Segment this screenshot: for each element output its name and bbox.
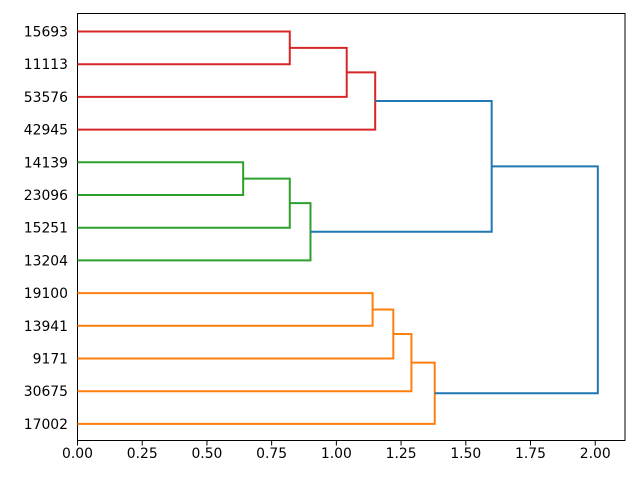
cluster-link — [77, 177, 291, 229]
leaf-label: 42945 — [24, 123, 68, 139]
cluster-link — [77, 46, 348, 98]
cluster-link — [77, 71, 377, 131]
leaf-label: 53576 — [24, 90, 68, 106]
leaf-label: 14139 — [24, 155, 68, 171]
x-tick-label: 1.75 — [515, 446, 546, 462]
cluster-link — [77, 292, 374, 327]
cluster-link — [77, 308, 395, 360]
cluster-link — [434, 165, 599, 395]
leaf-label: 11113 — [24, 57, 68, 73]
leaf-label: 23096 — [24, 188, 68, 204]
cluster-link — [77, 202, 312, 262]
leaf-label: 9171 — [33, 352, 68, 368]
cluster-link — [77, 161, 245, 196]
leaf-label: 17002 — [24, 417, 68, 433]
leaf-label: 15693 — [24, 25, 68, 41]
x-tick-label: 1.25 — [386, 446, 417, 462]
x-tick-label: 0.00 — [62, 446, 93, 462]
cluster-link — [310, 99, 493, 233]
leaf-label: 13941 — [24, 319, 68, 335]
cluster-link — [77, 332, 413, 393]
leaf-label: 30675 — [24, 384, 68, 400]
x-tick-label: 1.50 — [450, 446, 481, 462]
x-tick-label: 0.75 — [256, 446, 287, 462]
cluster-link — [77, 30, 291, 66]
leaf-label: 13204 — [24, 253, 68, 269]
x-tick-label: 0.50 — [191, 446, 222, 462]
leaf-label: 15251 — [24, 221, 68, 237]
leaf-label: 19100 — [24, 286, 68, 302]
x-tick-label: 0.25 — [127, 446, 158, 462]
cluster-link — [77, 361, 436, 425]
x-tick-label: 2.00 — [580, 446, 611, 462]
x-tick-label: 1.00 — [321, 446, 352, 462]
